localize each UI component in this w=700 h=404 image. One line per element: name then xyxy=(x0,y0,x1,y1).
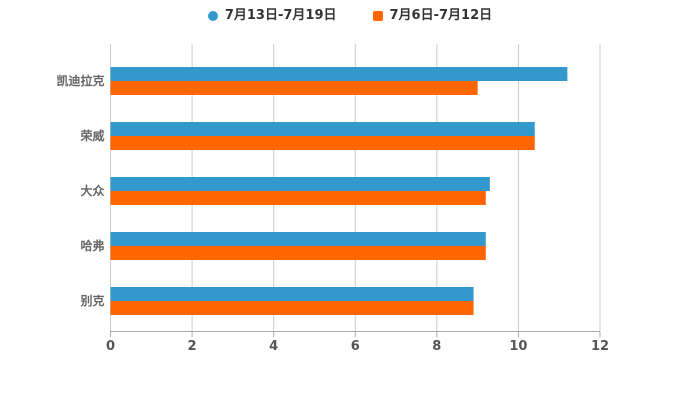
bar-series1-cat0[interactable] xyxy=(110,81,478,95)
bar-series1-cat3[interactable] xyxy=(110,246,486,260)
legend-marker-square-icon xyxy=(372,11,383,21)
x-tick-label-2: 2 xyxy=(188,339,197,354)
bar-series0-cat3[interactable] xyxy=(110,232,486,246)
x-tick-label-8: 8 xyxy=(432,339,441,354)
bar-series1-cat1[interactable] xyxy=(110,136,535,150)
x-tick-label-10: 10 xyxy=(509,339,527,354)
x-tick-label-12: 12 xyxy=(591,339,609,354)
bar-series0-cat4[interactable] xyxy=(110,287,474,301)
bar-series0-cat2[interactable] xyxy=(110,177,490,191)
bar-series1-cat4[interactable] xyxy=(110,301,474,315)
legend-item-week1[interactable]: 7月6日-7月12日 xyxy=(372,4,493,28)
x-tick-label-6: 6 xyxy=(351,339,360,354)
legend-marker-circle-icon xyxy=(207,11,218,21)
chart-legend: 7月13日-7月19日 7月6日-7月12日 xyxy=(0,4,700,28)
category-label-2: 大众 xyxy=(80,183,105,198)
x-tick-label-0: 0 xyxy=(106,339,115,354)
legend-item-week2[interactable]: 7月13日-7月19日 xyxy=(207,4,337,28)
bar-series0-cat0[interactable] xyxy=(110,67,568,81)
category-label-3: 哈弗 xyxy=(80,238,104,253)
category-label-4: 别克 xyxy=(79,293,104,308)
legend-label-week1: 7月6日-7月12日 xyxy=(389,8,493,23)
bar-series0-cat1[interactable] xyxy=(110,122,535,136)
legend-label-week2: 7月13日-7月19日 xyxy=(224,8,337,23)
bar-series1-cat2[interactable] xyxy=(110,191,486,205)
category-label-1: 荣威 xyxy=(79,128,104,143)
category-label-0: 凯迪拉克 xyxy=(56,73,104,88)
x-tick-label-4: 4 xyxy=(269,339,278,354)
